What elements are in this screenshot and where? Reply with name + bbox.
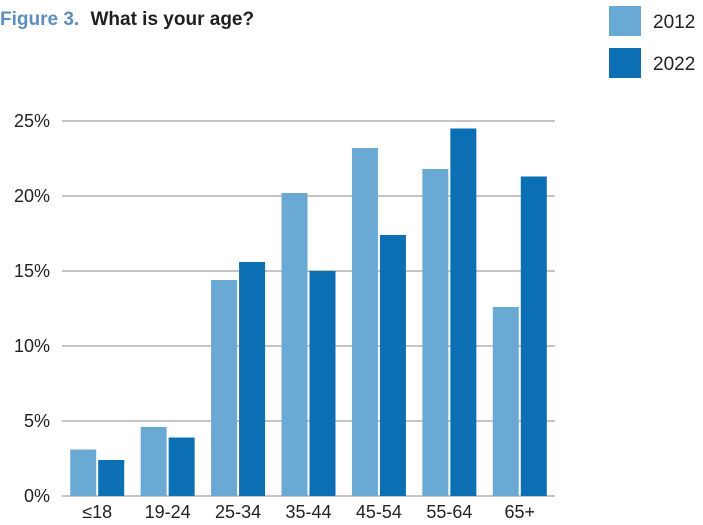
x-tick-label: 45-54: [356, 502, 402, 522]
legend-label-2022: 2022: [653, 54, 695, 75]
y-tick-label: 5%: [24, 411, 50, 431]
legend: 2012 2022: [609, 6, 695, 78]
bar-2012-0: [70, 449, 97, 496]
x-tick-label: 55-64: [426, 502, 472, 522]
bar-2022-5: [450, 128, 477, 496]
figure-title: Figure 3. What is your age?: [0, 9, 254, 30]
legend-swatch-2022: [609, 48, 641, 78]
legend-label-2012: 2012: [653, 12, 695, 33]
chart-title: What is your age?: [90, 9, 254, 30]
bar-2022-3: [309, 271, 336, 496]
y-axis-tick-labels: 0% 5% 10% 15% 20% 25%: [14, 111, 50, 506]
gridlines: [62, 120, 555, 497]
x-tick-label: 65+: [505, 502, 536, 522]
legend-swatch-2012: [609, 6, 641, 36]
bar-2022-2: [239, 262, 266, 496]
y-tick-label: 20%: [14, 186, 50, 206]
bar-2012-1: [140, 427, 167, 496]
x-tick-label: 19-24: [145, 502, 191, 522]
bar-2022-0: [98, 460, 125, 496]
y-tick-label: 15%: [14, 261, 50, 281]
y-tick-label: 0%: [24, 486, 50, 506]
bar-2012-4: [351, 148, 378, 496]
x-tick-label: 35-44: [285, 502, 331, 522]
bar-2022-4: [379, 235, 406, 496]
x-axis-tick-labels: ≤18 19-24 25-34 35-44 45-54 55-64 65+: [82, 502, 535, 522]
bar-2012-3: [281, 193, 308, 496]
bar-2012-6: [492, 307, 519, 496]
bar-2022-6: [520, 176, 547, 496]
y-tick-label: 10%: [14, 336, 50, 356]
y-tick-label: 25%: [14, 111, 50, 131]
x-tick-label: 25-34: [215, 502, 261, 522]
bar-2012-2: [211, 280, 238, 496]
x-tick-label: ≤18: [82, 502, 112, 522]
bars: [70, 128, 547, 496]
figure-number-label: Figure 3.: [0, 9, 79, 30]
bar-2012-5: [422, 169, 449, 496]
bar-2022-1: [168, 437, 195, 496]
